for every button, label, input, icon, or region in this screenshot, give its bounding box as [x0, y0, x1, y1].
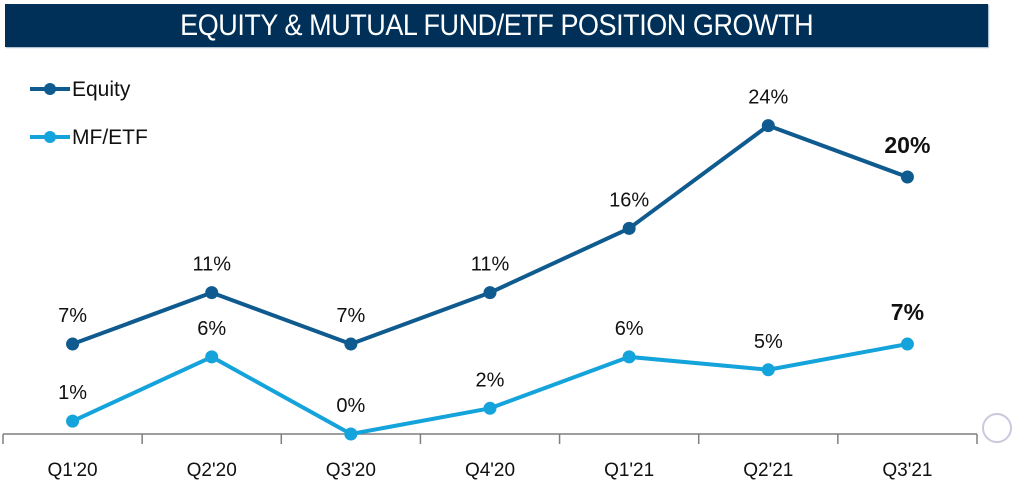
data-label: 1%	[58, 382, 87, 404]
x-axis: Q1'20 Q2'20 Q3'20 Q4'20 Q1'21 Q2'21 Q3'21	[2, 433, 978, 481]
series-line-equity	[71, 123, 909, 347]
data-point	[761, 119, 775, 133]
chart-title-bar: EQUITY & MUTUAL FUND/ETF POSITION GROWTH	[5, 4, 988, 47]
data-label: 6%	[615, 318, 644, 340]
x-tick-label: Q2'20	[187, 460, 237, 481]
series-group	[66, 119, 914, 441]
data-label: 7%	[336, 305, 365, 327]
circle-indicator-icon[interactable]	[982, 413, 1012, 443]
legend-item-equity: Equity	[30, 78, 131, 101]
x-tick-label: Q1'21	[604, 460, 654, 481]
data-point	[344, 337, 358, 351]
legend-marker-icon	[44, 131, 56, 143]
data-point	[205, 286, 219, 300]
chart-title: EQUITY & MUTUAL FUND/ETF POSITION GROWTH	[179, 8, 814, 42]
x-tick-label: Q4'20	[465, 460, 515, 481]
data-point	[66, 414, 80, 428]
data-point	[900, 170, 914, 184]
data-label: 7%	[891, 299, 924, 325]
data-label: 20%	[884, 132, 930, 158]
data-label: 6%	[197, 318, 226, 340]
data-point	[344, 427, 358, 441]
legend-label: MF/ETF	[72, 126, 148, 149]
legend: Equity MF/ETF	[30, 78, 148, 149]
data-label: 0%	[336, 395, 365, 417]
data-point	[900, 337, 914, 351]
data-point	[66, 337, 80, 351]
x-tick-label: Q3'21	[882, 460, 932, 481]
data-label: 2%	[476, 369, 505, 391]
legend-label: Equity	[72, 78, 131, 101]
legend-marker-icon	[44, 83, 56, 95]
data-point	[761, 363, 775, 377]
x-tick-label: Q2'21	[743, 460, 793, 481]
x-tick-label: Q1'20	[48, 460, 98, 481]
data-point	[622, 221, 636, 235]
data-point	[622, 350, 636, 364]
data-label: 24%	[748, 87, 788, 109]
x-tick-label: Q3'20	[326, 460, 376, 481]
data-point	[205, 350, 219, 364]
data-point	[483, 286, 497, 300]
data-label: 11%	[192, 254, 231, 276]
data-label: 11%	[471, 254, 510, 276]
data-point	[483, 401, 497, 415]
data-label: 7%	[58, 305, 87, 327]
data-label: 16%	[609, 189, 649, 211]
legend-item-mfetf: MF/ETF	[30, 126, 148, 149]
data-labels: 7% 11% 7% 11% 16% 24% 20% 1% 6% 0% 2% 6% 5% 7%	[58, 87, 930, 417]
data-label: 5%	[754, 331, 783, 353]
